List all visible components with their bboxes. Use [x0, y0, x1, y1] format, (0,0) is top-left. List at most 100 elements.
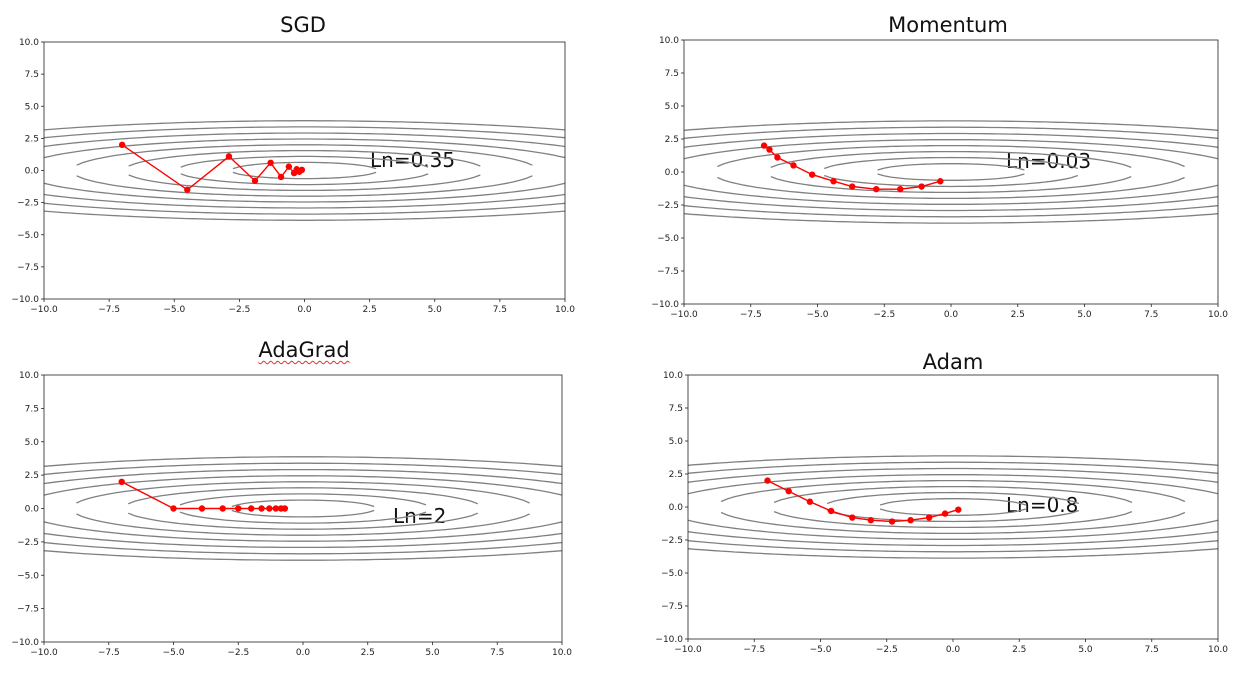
- x-tick-label: 0.0: [297, 305, 312, 315]
- contour-line: [688, 540, 1218, 553]
- data-point: [918, 183, 925, 190]
- contour-line: [44, 138, 565, 159]
- data-point: [937, 178, 944, 185]
- contour-line: [44, 550, 562, 561]
- data-point: [785, 487, 792, 495]
- data-point: [764, 477, 771, 484]
- data-point: [170, 505, 177, 512]
- y-tick-label: −2.5: [17, 199, 39, 209]
- data-point: [888, 518, 896, 525]
- x-tick-label: −5.0: [810, 645, 832, 655]
- contour-line: [688, 455, 1218, 466]
- data-point: [285, 163, 293, 170]
- x-tick-label: 2.5: [1011, 310, 1025, 320]
- data-point: [827, 507, 835, 515]
- data-point: [867, 517, 875, 524]
- data-point: [790, 162, 797, 169]
- x-tick-label: −7.5: [98, 305, 120, 315]
- x-tick-label: 7.5: [1144, 310, 1158, 320]
- y-tick-label: 2.5: [25, 134, 39, 144]
- x-tick-label: −10.0: [674, 645, 702, 655]
- y-tick-label: −7.5: [661, 602, 683, 612]
- contour-line: [720, 511, 1186, 535]
- data-point: [258, 505, 265, 512]
- x-tick-label: −2.5: [876, 645, 898, 655]
- y-tick-label: −5.0: [17, 571, 39, 581]
- data-point: [266, 505, 273, 512]
- contour-line: [688, 461, 1218, 474]
- data-point: [184, 186, 191, 193]
- contour-line: [877, 163, 1025, 171]
- chart-title: Momentum: [888, 13, 1008, 37]
- chart-title: SGD: [280, 13, 326, 37]
- contour-lines: [688, 455, 1218, 559]
- contour-line: [773, 485, 1133, 504]
- y-tick-label: 10.0: [19, 38, 39, 48]
- y-tick-label: 2.5: [665, 135, 679, 145]
- contour-line: [44, 193, 565, 209]
- contour-line: [76, 481, 530, 504]
- data-point: [806, 498, 814, 505]
- contour-line: [823, 174, 1079, 188]
- contour-line: [684, 132, 1218, 148]
- contour-line: [770, 175, 1132, 194]
- contour-line: [684, 139, 1218, 160]
- contour-line: [44, 126, 565, 139]
- contour-line: [44, 182, 565, 203]
- data-point: [955, 506, 962, 513]
- y-tick-label: −2.5: [17, 538, 39, 548]
- contour-line: [684, 184, 1218, 205]
- contour-line: [231, 499, 375, 508]
- x-tick-label: 7.5: [490, 648, 504, 658]
- contour-line: [717, 176, 1185, 200]
- data-point: [118, 141, 126, 148]
- x-tick-label: −2.5: [227, 648, 249, 658]
- data-point: [298, 166, 306, 174]
- y-tick-label: −5.0: [661, 569, 683, 579]
- contour-line: [180, 155, 429, 168]
- x-tick-label: 5.0: [425, 648, 440, 658]
- y-tick-label: −7.5: [17, 263, 39, 273]
- data-point: [849, 514, 856, 521]
- data-point: [118, 478, 125, 485]
- data-point: [897, 185, 904, 193]
- contour-line: [684, 126, 1218, 139]
- x-tick-label: −10.0: [670, 310, 698, 320]
- y-tick-label: 5.0: [669, 437, 684, 447]
- y-tick-label: −7.5: [17, 605, 39, 615]
- x-tick-label: 5.0: [1077, 310, 1092, 320]
- data-point: [235, 505, 242, 512]
- contour-line: [688, 474, 1218, 495]
- y-tick-label: 0.0: [669, 503, 684, 513]
- x-tick-label: 2.5: [362, 305, 376, 315]
- data-point: [225, 153, 233, 160]
- contour-line: [684, 120, 1218, 131]
- data-point: [774, 154, 781, 161]
- x-tick-label: −7.5: [740, 310, 762, 320]
- contour-line: [128, 149, 481, 167]
- data-point: [267, 159, 274, 166]
- x-tick-label: 5.0: [1078, 645, 1093, 655]
- axes-frame: [687, 374, 1219, 640]
- y-tick-label: 5.0: [665, 102, 680, 112]
- data-point: [849, 183, 856, 190]
- contour-lines: [44, 456, 562, 561]
- contour-line: [128, 174, 481, 192]
- contour-line: [823, 156, 1079, 170]
- x-tick-label: 7.5: [493, 305, 507, 315]
- x-tick-label: 0.0: [296, 648, 311, 658]
- contour-line: [688, 519, 1218, 540]
- contour-line: [127, 512, 479, 530]
- y-tick-label: −2.5: [661, 536, 683, 546]
- x-tick-label: −10.0: [30, 648, 58, 658]
- y-tick-label: 10.0: [19, 371, 39, 381]
- chart-title: AdaGrad: [204, 338, 404, 362]
- data-point: [760, 142, 768, 149]
- contour-line: [770, 150, 1132, 169]
- contour-line: [688, 548, 1218, 559]
- x-tick-label: −5.0: [163, 305, 185, 315]
- contour-line: [44, 521, 562, 542]
